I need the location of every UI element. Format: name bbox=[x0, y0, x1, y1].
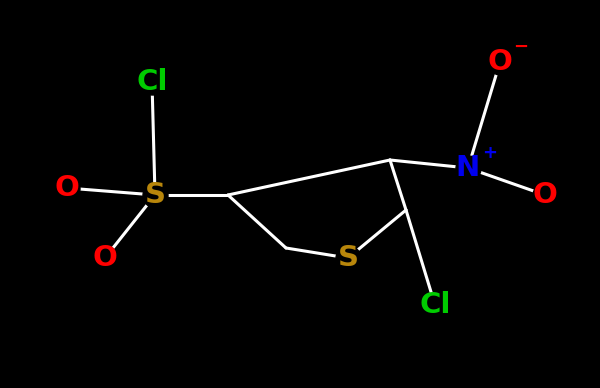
Text: +: + bbox=[482, 144, 497, 162]
Text: Cl: Cl bbox=[419, 291, 451, 319]
Text: Cl: Cl bbox=[136, 68, 168, 96]
Text: O: O bbox=[533, 181, 557, 209]
Text: S: S bbox=[337, 244, 359, 272]
Text: N: N bbox=[456, 154, 480, 182]
Text: S: S bbox=[145, 181, 166, 209]
Text: O: O bbox=[92, 244, 118, 272]
Text: O: O bbox=[55, 174, 79, 202]
Text: −: − bbox=[513, 38, 528, 56]
Text: O: O bbox=[488, 48, 512, 76]
